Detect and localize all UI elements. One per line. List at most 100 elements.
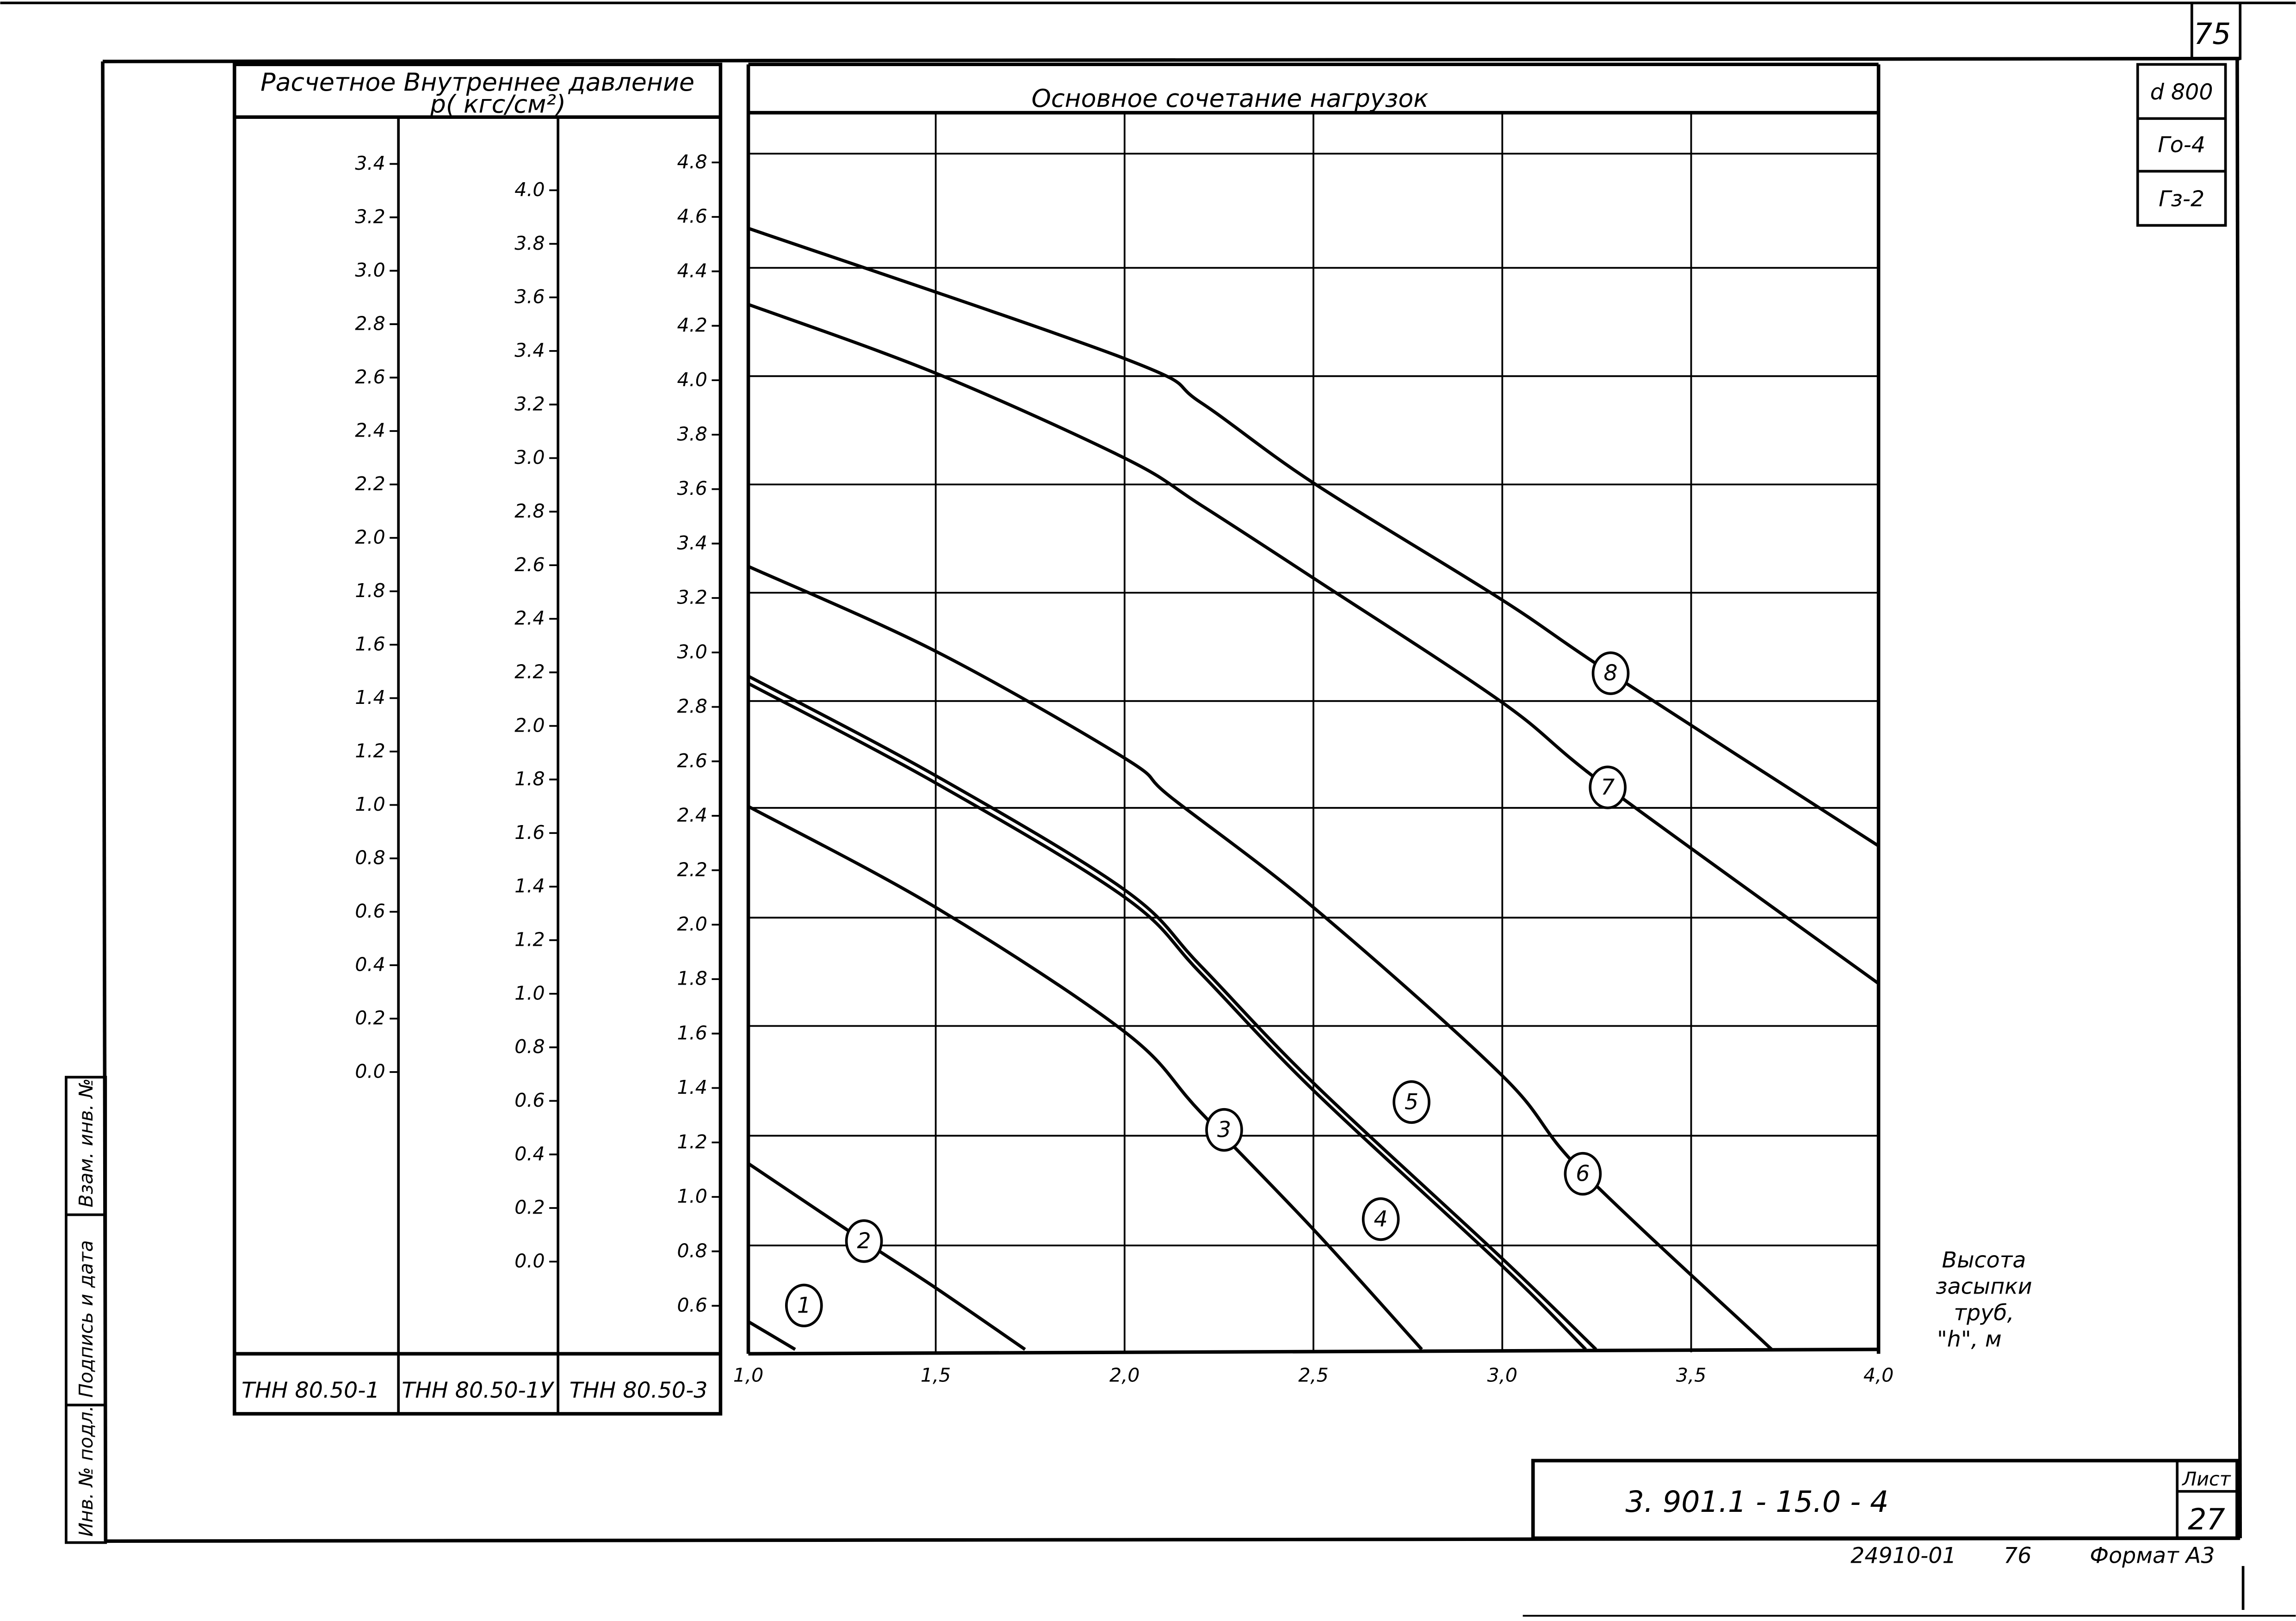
page-number-top: 75	[2194, 17, 2231, 51]
tick-label: 3.2	[355, 206, 385, 228]
tick-label: 0.0	[355, 1060, 385, 1083]
tick-label: 0.2	[514, 1196, 545, 1219]
tick-label: 2.8	[677, 695, 707, 717]
tick-label: 4.0	[514, 179, 545, 201]
tick-label: 3.4	[514, 339, 545, 362]
tick-label: 2.2	[355, 473, 385, 495]
x-tick-label: 3,0	[1487, 1364, 1517, 1386]
tick-label: 2.8	[514, 500, 545, 522]
tick-label: 1.2	[677, 1131, 707, 1153]
tick-label: 1.6	[514, 821, 545, 844]
tick-label: 2.4	[514, 607, 545, 629]
curve-label-circle	[785, 1283, 823, 1327]
tick-label: 0.4	[355, 954, 385, 976]
tick-label: 1.0	[514, 982, 545, 1004]
tick-label: 0.4	[514, 1143, 545, 1165]
curve-8	[748, 227, 1880, 848]
scale-1-ticks: 3.4 3.2 3.0 2.8 2.6 2.4 2.2 2.0 1.8 1.6 1.4 1.2 1.0 0…	[355, 152, 399, 1083]
tick-label: 1.2	[514, 929, 545, 951]
tick-label: 3.6	[677, 477, 707, 499]
tick-label: 3.0	[355, 259, 385, 281]
x-axis-ticks: 1,0 1,5 2,0 2,5 3,0 3,5 4,0	[733, 1364, 1894, 1386]
tick-label: 1.8	[677, 968, 707, 990]
column-label-2: ТНН 80.50-1У	[402, 1378, 555, 1403]
tick-label: 3.4	[355, 152, 385, 174]
tick-label: 1.6	[677, 1022, 707, 1044]
scale-3-ticks: 4.8 4.6 4.4 4.2 4.0 3.8 3.6 3.4 3.2 3.0 2.8 2.6 2.4 2…	[677, 151, 721, 1316]
param-gz: Гз-2	[2159, 186, 2204, 212]
tick-label: 3.6	[514, 286, 545, 308]
curve-5	[747, 674, 1597, 1351]
tick-label: 4.6	[677, 205, 707, 228]
tick-label: 2.6	[514, 554, 545, 576]
tick-label: 3.2	[677, 586, 707, 609]
stamp-vzam: Взам. инв. №	[75, 1079, 97, 1208]
curve-1	[747, 1320, 796, 1351]
tick-label: 2.6	[677, 750, 707, 772]
tick-label: 3.8	[514, 232, 545, 254]
side-stamp: Взам. инв. № Подпись и дата Инв. № подл.	[65, 1076, 107, 1544]
column-label-1: ТНН 80.50-1	[241, 1378, 380, 1403]
curve-label-number: 5	[1405, 1089, 1418, 1115]
doc-code: 3. 901.1 - 15.0 - 4	[1625, 1485, 1888, 1519]
sheet-number: 27	[2188, 1502, 2225, 1536]
sheet-label: Лист	[2181, 1468, 2231, 1490]
curve-labels: 1 2 3 4 5 6 7 8	[785, 651, 1630, 1327]
tick-label: 1.0	[355, 793, 385, 815]
curve-label-circle	[1589, 765, 1627, 809]
tick-label: 2.8	[355, 313, 385, 335]
x-axis-label-4: "h", м	[1937, 1326, 2002, 1352]
tick-label: 2.0	[514, 714, 545, 736]
curve-2	[747, 1162, 1026, 1351]
tick-label: 0.8	[355, 847, 385, 869]
curve-3	[747, 805, 1423, 1351]
curve-label-circle	[1591, 651, 1630, 695]
tick-label: 3.0	[514, 446, 545, 468]
tick-label: 3.8	[677, 423, 707, 445]
tick-label: 1.0	[677, 1185, 707, 1208]
curve-4	[747, 682, 1587, 1351]
tick-label: 2.0	[355, 526, 385, 549]
title-block: 3. 901.1 - 15.0 - 4 Лист 27 24910-01 76 …	[1531, 1459, 2239, 1569]
tick-label: 0.8	[514, 1035, 545, 1058]
curve-label-number: 3	[1217, 1117, 1231, 1143]
page-number-box: 75	[2190, 1, 2242, 60]
curve-label-circle	[1392, 1080, 1430, 1124]
x-tick-label: 2,0	[1109, 1364, 1139, 1386]
tick-label: 2.0	[677, 913, 707, 935]
tick-label: 1.4	[677, 1076, 707, 1098]
footer-num: 76	[2004, 1543, 2031, 1569]
table-title-line1: Расчетное Внутреннее давление	[260, 68, 694, 97]
x-axis-label-1: Высота	[1942, 1248, 2026, 1273]
tick-label: 3.0	[677, 641, 707, 663]
tick-label: 2.6	[355, 366, 385, 388]
footer-code: 24910-01	[1850, 1543, 1956, 1569]
param-diameter: d 800	[2150, 80, 2213, 105]
format-label: Формат А3	[2090, 1543, 2215, 1569]
curve-label-number: 4	[1374, 1207, 1388, 1232]
tick-label: 1.2	[355, 740, 385, 762]
stamp-inv: Инв. № подл.	[75, 1405, 97, 1537]
curve-label-circle	[845, 1219, 883, 1263]
x-tick-label: 4,0	[1863, 1364, 1894, 1386]
pressure-table: Расчетное Внутреннее давление p( кгс/см²…	[233, 62, 723, 1416]
tick-label: 0.2	[355, 1007, 385, 1029]
chart-grid	[748, 112, 1879, 1353]
curve-label-number: 2	[857, 1228, 871, 1254]
tick-label: 1.8	[355, 579, 385, 602]
tick-label: 2.4	[355, 419, 385, 442]
stamp-podpis: Подпись и дата	[75, 1240, 97, 1398]
tick-label: 1.4	[355, 686, 385, 709]
x-tick-label: 2,5	[1298, 1364, 1328, 1386]
curve-label-circle	[1205, 1108, 1243, 1152]
curve-label-circle	[1564, 1152, 1602, 1196]
chart-title: Основное сочетание нагрузок	[1032, 84, 1429, 113]
table-title-line2: p( кгс/см²)	[430, 90, 566, 119]
tick-label: 0.6	[514, 1089, 545, 1111]
param-boxes: d 800 Го-4 Гз-2	[2136, 63, 2227, 227]
x-axis-label-3: труб,	[1954, 1300, 2014, 1325]
chart-area: Основное сочетание нагрузок 1 2 3 4 5 6 7 8 1,0…	[733, 62, 2032, 1386]
